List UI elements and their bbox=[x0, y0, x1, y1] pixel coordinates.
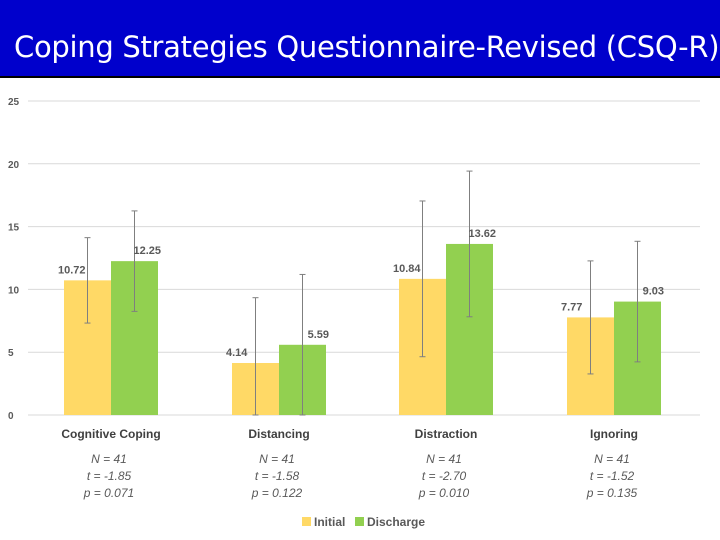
data-label: 13.62 bbox=[468, 228, 496, 240]
legend-label-discharge: Discharge bbox=[367, 515, 425, 529]
stat-annotation: N = 41 bbox=[594, 452, 630, 466]
category-label: Cognitive Coping bbox=[61, 427, 160, 441]
y-tick-label: 25 bbox=[8, 97, 20, 108]
stat-annotation: p = 0.122 bbox=[251, 486, 303, 500]
stat-annotation: t = -1.52 bbox=[590, 469, 635, 483]
y-tick-label: 15 bbox=[8, 223, 20, 234]
stat-annotation: N = 41 bbox=[259, 452, 295, 466]
data-label: 9.03 bbox=[643, 286, 664, 298]
stat-annotation: t = -1.85 bbox=[87, 469, 132, 483]
stat-annotation: t = -1.58 bbox=[255, 469, 300, 483]
stat-annotation: t = -2.70 bbox=[422, 469, 467, 483]
title-bar: Coping Strategies Questionnaire-Revised … bbox=[0, 0, 720, 78]
page-title: Coping Strategies Questionnaire-Revised … bbox=[14, 30, 720, 64]
data-label: 5.59 bbox=[308, 329, 329, 341]
data-label: 4.14 bbox=[226, 347, 248, 359]
y-tick-label: 0 bbox=[8, 411, 14, 422]
stat-annotation: p = 0.010 bbox=[418, 486, 470, 500]
category-label: Ignoring bbox=[590, 427, 638, 441]
stat-annotation: p = 0.071 bbox=[83, 486, 134, 500]
y-tick-label: 10 bbox=[8, 285, 20, 296]
data-label: 12.25 bbox=[133, 245, 161, 257]
legend-label-initial: Initial bbox=[314, 515, 345, 529]
legend-swatch-initial bbox=[302, 517, 311, 526]
stat-annotation: N = 41 bbox=[91, 452, 127, 466]
data-label: 10.84 bbox=[393, 263, 421, 275]
y-tick-label: 5 bbox=[8, 348, 14, 359]
legend-swatch-discharge bbox=[355, 517, 364, 526]
stat-annotation: p = 0.135 bbox=[586, 486, 638, 500]
category-label: Distancing bbox=[248, 427, 309, 441]
y-tick-label: 20 bbox=[8, 160, 20, 171]
data-label: 10.72 bbox=[58, 264, 86, 276]
stat-annotation: N = 41 bbox=[426, 452, 462, 466]
category-label: Distraction bbox=[415, 427, 478, 441]
bar-chart: 0 5 10 15 20 25 10.72 12.25 Cognitive Coping N = … bbox=[8, 97, 700, 529]
data-label: 7.77 bbox=[561, 301, 582, 313]
